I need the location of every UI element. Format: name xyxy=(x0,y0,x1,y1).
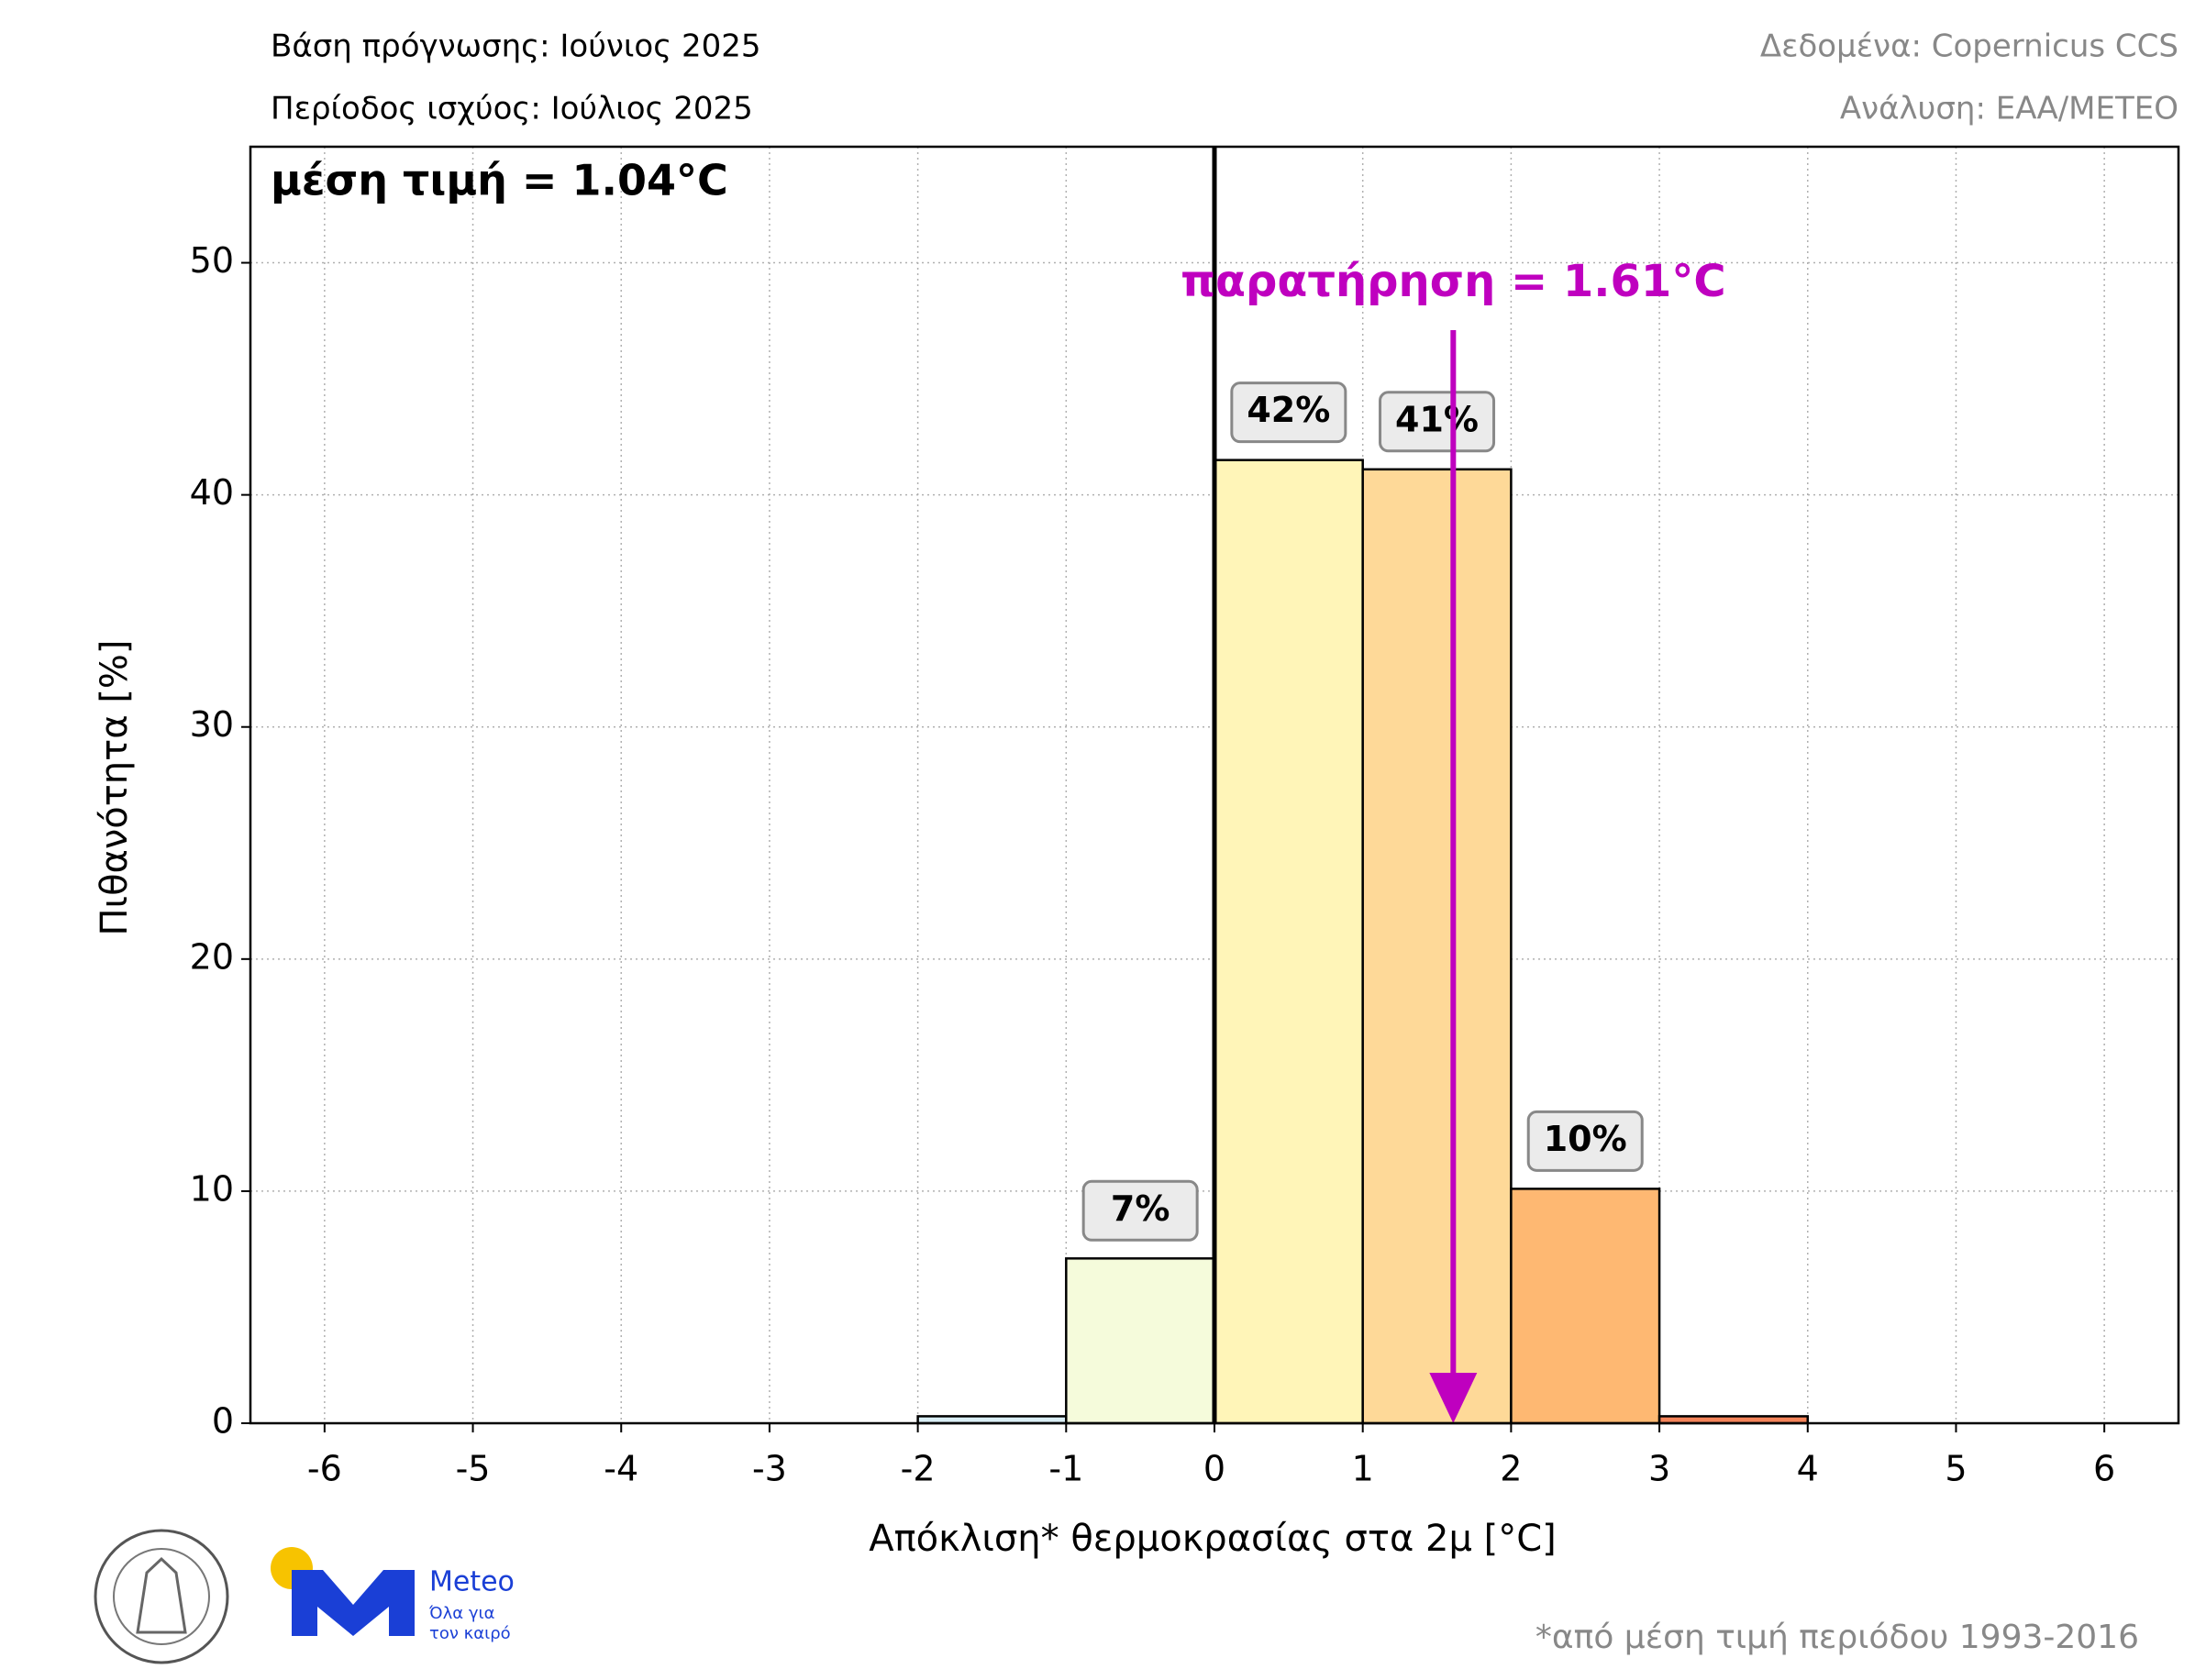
observation-label: παρατήρηση = 1.61°C xyxy=(1181,256,1725,307)
meteo-logo: Meteo Όλα για τον καιρό xyxy=(271,1547,515,1643)
logo-name: Meteo xyxy=(429,1566,515,1598)
y-tick-label: 0 xyxy=(212,1401,234,1442)
header-left: Περίοδος ισχύος: Ιούλιος 2025 xyxy=(271,91,753,127)
y-tick-label: 30 xyxy=(190,704,234,745)
observatory-logo xyxy=(94,1529,229,1664)
x-tick-label: -5 xyxy=(456,1449,491,1489)
y-tick-label: 50 xyxy=(190,240,234,281)
value-label-box xyxy=(1081,1179,1199,1242)
header-right: Ανάλυση: ΕΑΑ/METEO xyxy=(1840,91,2178,127)
footnote: *από μέση τιμή περιόδου 1993-2016 xyxy=(1535,1619,2139,1656)
y-tick-label: 10 xyxy=(190,1168,234,1209)
value-label-box xyxy=(1230,381,1347,444)
x-tick-label: 0 xyxy=(1203,1449,1225,1489)
value-label: 10% xyxy=(1544,1119,1627,1159)
x-tick-label: -1 xyxy=(1048,1449,1083,1489)
value-label-box xyxy=(1379,391,1496,453)
logo-tagline: τον καιρό xyxy=(429,1624,511,1643)
x-tick-label: -2 xyxy=(901,1449,936,1489)
value-label: 42% xyxy=(1247,390,1330,430)
x-tick-label: 2 xyxy=(1500,1449,1522,1489)
value-label: 7% xyxy=(1111,1188,1170,1229)
y-tick-label: 40 xyxy=(190,472,234,513)
plot-frame xyxy=(249,145,2180,1425)
y-tick-label: 20 xyxy=(190,936,234,977)
x-tick-label: 4 xyxy=(1797,1449,1819,1489)
bar xyxy=(1361,468,1513,1425)
x-tick-label: -6 xyxy=(307,1449,342,1489)
x-tick-label: 5 xyxy=(1945,1449,1967,1489)
x-tick-label: -4 xyxy=(604,1449,638,1489)
x-axis-label: Απόκλιση* θερμοκρασίας στα 2μ [°C] xyxy=(869,1518,1557,1560)
value-label-box xyxy=(1526,1110,1644,1172)
bar xyxy=(1213,459,1364,1425)
bar xyxy=(1510,1188,1661,1425)
x-tick-label: 3 xyxy=(1648,1449,1670,1489)
logo-tagline: Όλα για xyxy=(428,1604,494,1623)
observation-arrow-head xyxy=(1429,1373,1478,1423)
header-right: Δεδομένα: Copernicus CCS xyxy=(1760,28,2178,65)
bar xyxy=(1065,1257,1216,1425)
x-tick-label: 1 xyxy=(1352,1449,1374,1489)
x-tick-label: 6 xyxy=(2093,1449,2115,1489)
value-label: 41% xyxy=(1395,399,1479,439)
mean-label: μέση τιμή = 1.04°C xyxy=(271,156,728,205)
y-axis-label: Πιθανότητα [%] xyxy=(94,639,136,935)
header-left: Βάση πρόγνωσης: Ιούνιος 2025 xyxy=(271,28,761,65)
x-tick-label: -3 xyxy=(752,1449,787,1489)
